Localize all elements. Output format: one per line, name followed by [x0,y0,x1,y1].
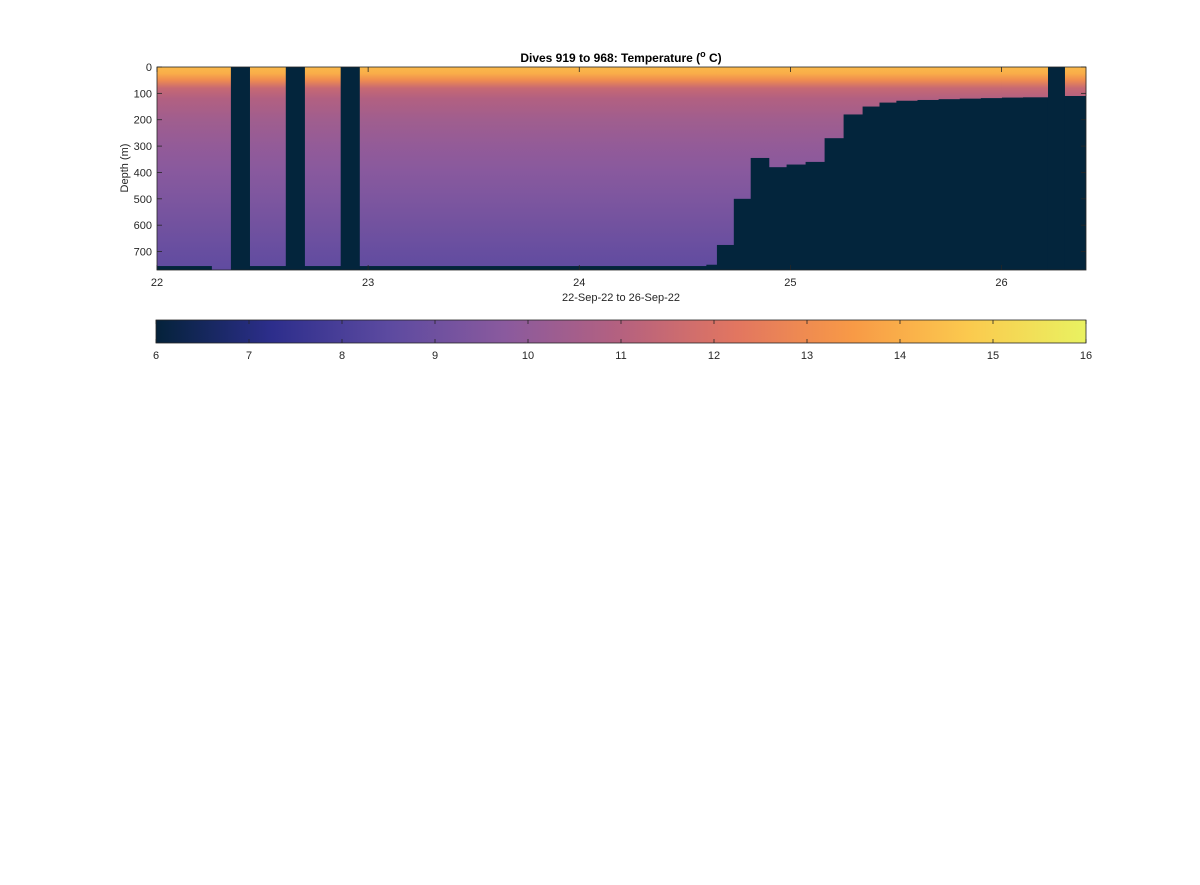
heatmap-column [879,67,897,103]
colorbar-tick-label: 15 [987,350,999,362]
y-tick-label: 300 [134,141,152,153]
heatmap-column [980,67,1002,99]
x-tick-label: 25 [784,277,796,289]
heatmap-column [769,67,787,168]
x-tick-label: 22 [151,277,163,289]
colorbar-tick-label: 7 [246,350,252,362]
heatmap-column [304,67,342,267]
y-tick-label: 200 [134,115,152,127]
y-tick-label: 100 [134,88,152,100]
colorbar-tick-label: 16 [1080,350,1092,362]
x-axis: 22 23 24 25 26 [151,67,1008,289]
x-axis-label: 22-Sep-22 to 26-Sep-22 [562,292,680,304]
chart-title-superscript: o [700,49,706,59]
colorbar-tick-label: 10 [522,350,534,362]
heatmap-column [750,67,770,158]
no-data-regions [230,67,1065,270]
chart-title: Dives 919 to 968: Temperature (o C) [520,49,721,65]
heatmap-column [733,67,751,199]
heatmap-column [862,67,880,107]
heatmap-column [786,67,806,165]
heatmap-cells [157,67,1087,270]
plot-frame [156,66,1087,271]
colorbar-tick-label: 11 [615,350,626,362]
x-tick-label: 26 [995,277,1007,289]
heatmap-column [824,67,844,139]
heatmap-column [895,67,918,101]
colorbar-tick-label: 9 [432,350,438,362]
heatmap-column [157,67,213,267]
colorbar-tick-label: 8 [339,350,345,362]
heatmap-column [959,67,981,99]
y-axis: 0 100 200 300 400 500 600 700 [134,62,1086,259]
colorbar-tick-label: 12 [708,350,720,362]
y-tick-label: 700 [134,247,152,259]
heatmap-column [716,67,734,245]
colorbar-tick-label: 14 [894,350,906,362]
colorbar-tick-label: 6 [153,350,159,362]
no-data-gap [285,67,305,270]
heatmap-column [359,67,707,267]
heatmap-column [917,67,939,100]
heatmap-column [1001,67,1024,98]
chart-title-prefix: Dives 919 to 968: Temperature ( [520,51,700,65]
colorbar-ticks: 6 7 8 9 10 11 12 13 14 15 16 [153,320,1092,362]
x-tick-label: 23 [362,277,374,289]
heatmap-column [1022,67,1049,98]
heatmap-column [705,67,717,265]
chart-title-suffix: C) [706,51,722,65]
y-tick-label: 500 [134,194,152,206]
no-data-gap [1047,67,1065,270]
y-tick-label: 400 [134,167,152,179]
y-tick-label: 0 [146,62,152,74]
y-tick-label: 600 [134,220,152,232]
heatmap-column [938,67,960,100]
plot-area [156,66,1087,271]
heatmap-column [805,67,825,162]
no-data-gap [230,67,250,270]
heatmap-column [843,67,863,115]
colorbar: 6 7 8 9 10 11 12 13 14 15 16 [153,319,1092,362]
heatmap-column [1064,67,1087,96]
x-tick-label: 24 [573,277,585,289]
heatmap-column [249,67,287,267]
no-data-gap [340,67,360,270]
heatmap-column [211,67,232,270]
colorbar-tick-label: 13 [801,350,813,362]
y-axis-label: Depth (m) [119,144,131,193]
